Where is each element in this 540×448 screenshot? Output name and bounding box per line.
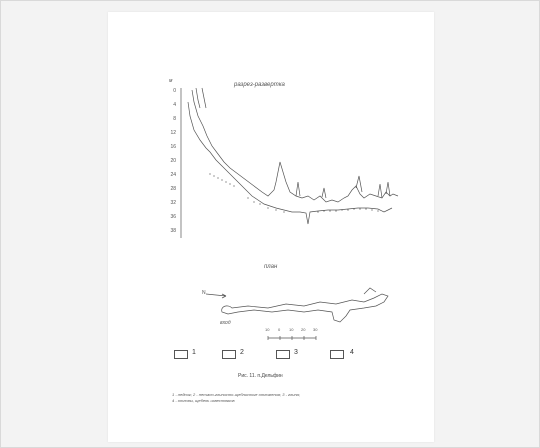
figure-caption: Рис. 11. п.Дельфин xyxy=(238,373,283,379)
legend-swatch-3 xyxy=(276,350,290,359)
legend-swatch-4 xyxy=(330,350,344,359)
y-tick-label: 32 xyxy=(170,200,176,206)
plan-outline xyxy=(221,293,389,323)
scale-tick: 30 xyxy=(313,327,318,332)
legend-swatch-2 xyxy=(222,350,236,359)
cave-profile-drawing xyxy=(180,87,399,238)
legend-number: 1 xyxy=(192,349,196,356)
legend-number: 2 xyxy=(240,349,244,356)
plan-title: план xyxy=(264,264,278,270)
profile-title: разрез-развертка xyxy=(234,82,285,88)
y-tick-label: 20 xyxy=(170,158,176,164)
document-page: разрез-развертка м 0 4 8 12 16 20 24 28 32 36 38 xyxy=(108,12,434,442)
scale-tick: 10 xyxy=(289,327,294,332)
legend-number: 3 xyxy=(294,349,298,356)
legend-note-line1: 1 - ледник; 2 - песчано-глинисто-щебнист… xyxy=(172,392,300,397)
scale-tick: 10 xyxy=(265,327,270,332)
y-tick-label: 12 xyxy=(170,130,176,136)
north-arrow xyxy=(205,293,227,297)
cave-plan-drawing xyxy=(205,287,389,340)
y-tick-label: 38 xyxy=(170,228,176,234)
y-tick-label: 28 xyxy=(170,186,176,192)
scale-tick: 20 xyxy=(301,327,306,332)
y-tick-label: 24 xyxy=(170,172,176,178)
y-axis-unit: м xyxy=(169,78,173,84)
y-tick-label: 8 xyxy=(173,116,176,122)
north-label: N xyxy=(202,290,206,296)
legend-note-line2: 4 - отловы, щебень известняков xyxy=(172,398,235,403)
y-tick-label: 4 xyxy=(173,102,176,108)
y-tick-label: 36 xyxy=(170,214,176,220)
legend-swatch-1 xyxy=(174,350,188,359)
y-tick-label: 16 xyxy=(170,144,176,150)
y-tick-label: 0 xyxy=(173,88,176,94)
entrance-label: вход xyxy=(220,320,231,326)
scale-tick: 0 xyxy=(278,327,281,332)
legend-number: 4 xyxy=(350,349,354,356)
